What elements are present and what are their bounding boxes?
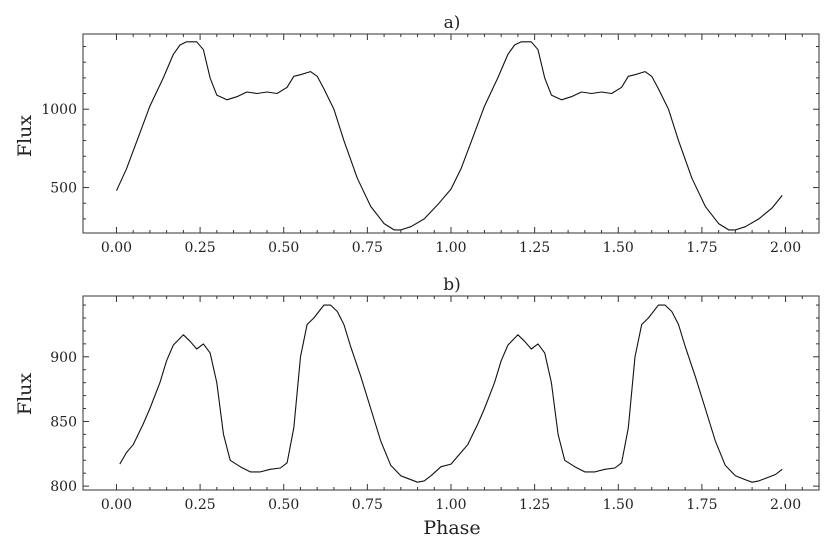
panel-a-x-tick-label: 0.25	[185, 240, 216, 256]
panel-b-title: b)	[443, 275, 461, 295]
panel-a-y-axis-label: Flux	[14, 115, 36, 157]
panel-a-frame	[82, 33, 820, 234]
panel-b-frame	[82, 295, 820, 491]
panel-b-x-tick-label: 2.00	[770, 497, 801, 513]
panel-b-x-tick-label: 0.25	[185, 497, 216, 513]
panel-b-x-tick-label: 1.75	[686, 497, 717, 513]
panel-b-x-tick-label: 0.00	[101, 497, 132, 513]
panel-a-y-tick-label: 500	[50, 181, 77, 197]
panel-a-y-tick-label: 1000	[41, 102, 77, 118]
panel-b-x-tick-label: 0.75	[352, 497, 383, 513]
panel-b-x-axis-label: Phase	[423, 517, 480, 539]
panel-b-y-tick-label: 800	[50, 479, 77, 495]
panel-b-y-tick-label: 900	[50, 350, 77, 366]
panel-a-x-tick-label: 1.00	[435, 240, 466, 256]
panel-b-y-axis-label: Flux	[14, 373, 36, 415]
panel-a-x-tick-label: 1.75	[686, 240, 717, 256]
panel-b-plot-area: 0.00 0.25 0.50 0.75 1.00 1.25 1.50 1.75 2.00 800 8…	[50, 295, 820, 513]
panel-b-x-tick-label: 1.25	[519, 497, 550, 513]
panel-b-y-tick-label: 850	[50, 414, 77, 430]
panel-a: a) Flux 0.00 0.25 0.50 0.75 1.00 1.25 1.50 1.75…	[14, 13, 820, 256]
panel-a-series-line-0	[115, 41, 783, 231]
panel-a-x-tick-label: 1.50	[603, 240, 634, 256]
panel-a-x-tick-label: 0.50	[268, 240, 299, 256]
panel-b-x-tick-label: 0.50	[268, 497, 299, 513]
panel-a-x-tick-label: 1.25	[519, 240, 550, 256]
panel-a-x-tick-label: 0.00	[101, 240, 132, 256]
panel-b: b) Flux Phase 0.00 0.25 0.50 0.75 1.00 1.25 1.…	[14, 275, 820, 539]
panel-a-title: a)	[444, 13, 461, 33]
panel-a-x-tick-label: 2.00	[770, 240, 801, 256]
panel-b-x-tick-label: 1.50	[603, 497, 634, 513]
panel-b-series-line-0	[119, 304, 783, 483]
panel-a-plot-area: 0.00 0.25 0.50 0.75 1.00 1.25 1.50 1.75 2.00 500 1…	[41, 33, 820, 256]
panel-a-x-tick-label: 0.75	[352, 240, 383, 256]
panel-b-x-tick-label: 1.00	[435, 497, 466, 513]
